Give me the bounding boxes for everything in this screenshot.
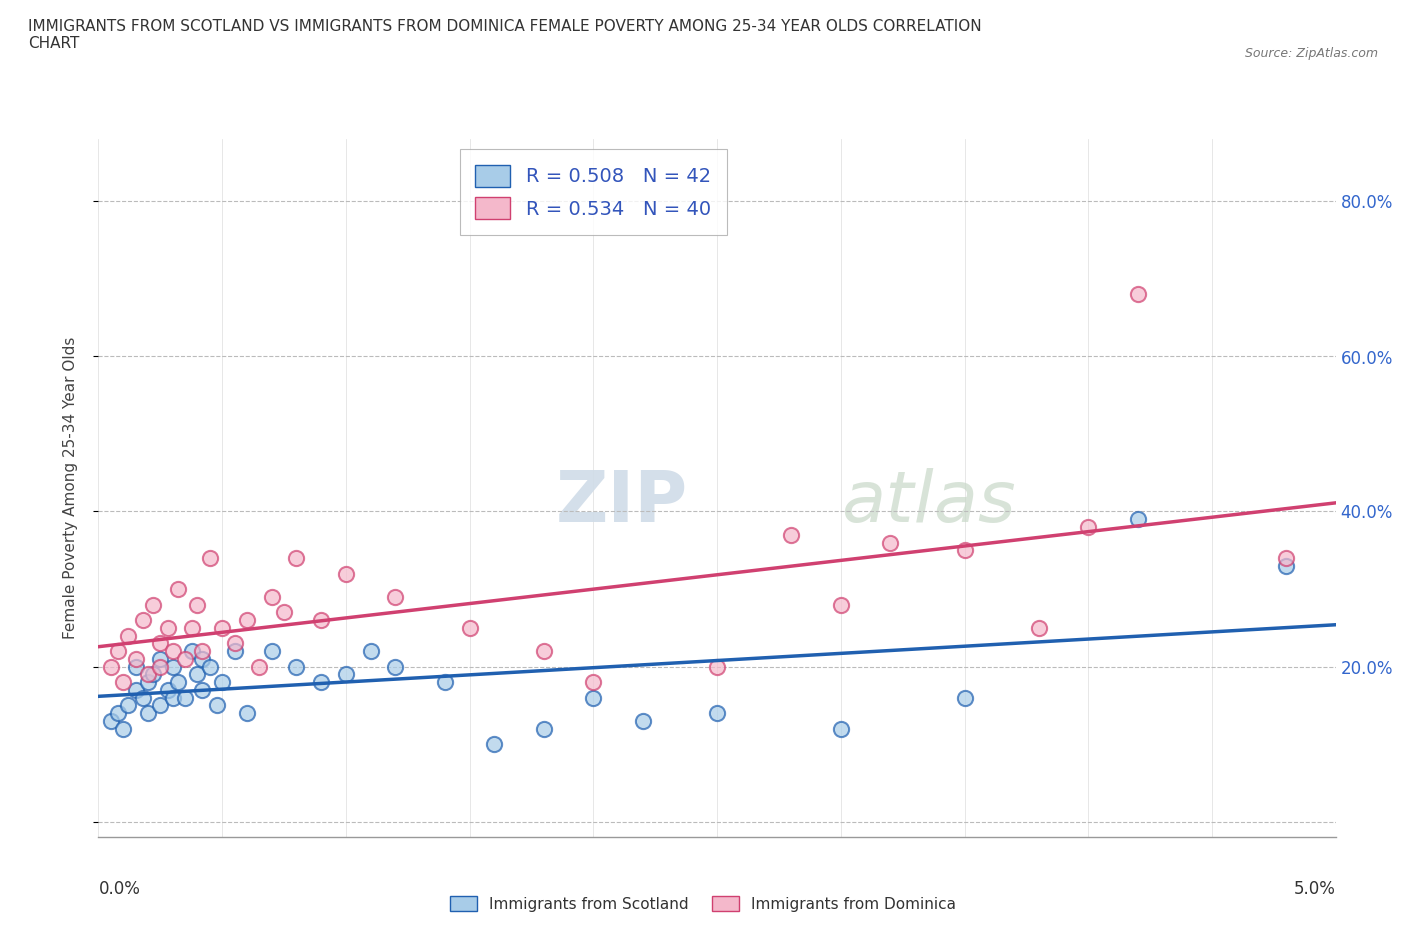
Point — [309, 674, 332, 689]
Point — [112, 721, 135, 736]
Point — [211, 674, 233, 689]
Point — [533, 644, 555, 658]
Point — [879, 535, 901, 550]
Point — [236, 706, 259, 721]
Point — [830, 597, 852, 612]
Point — [1126, 512, 1149, 526]
Point — [285, 659, 308, 674]
Point — [631, 713, 654, 728]
Point — [117, 628, 139, 643]
Point — [1275, 551, 1298, 565]
Point — [198, 659, 221, 674]
Text: 0.0%: 0.0% — [98, 880, 141, 897]
Point — [191, 651, 214, 666]
Point — [433, 674, 456, 689]
Text: Source: ZipAtlas.com: Source: ZipAtlas.com — [1244, 46, 1378, 60]
Point — [211, 620, 233, 635]
Point — [174, 651, 197, 666]
Text: atlas: atlas — [841, 468, 1015, 537]
Y-axis label: Female Poverty Among 25-34 Year Olds: Female Poverty Among 25-34 Year Olds — [63, 337, 77, 640]
Point — [162, 644, 184, 658]
Point — [224, 644, 246, 658]
Point — [953, 690, 976, 705]
Point — [100, 659, 122, 674]
Point — [166, 674, 188, 689]
Legend: R = 0.508   N = 42, R = 0.534   N = 40: R = 0.508 N = 42, R = 0.534 N = 40 — [460, 149, 727, 235]
Point — [149, 659, 172, 674]
Point — [149, 698, 172, 712]
Point — [142, 597, 165, 612]
Legend: Immigrants from Scotland, Immigrants from Dominica: Immigrants from Scotland, Immigrants fro… — [443, 889, 963, 918]
Point — [1028, 620, 1050, 635]
Point — [260, 644, 283, 658]
Point — [285, 551, 308, 565]
Point — [136, 706, 159, 721]
Point — [224, 636, 246, 651]
Point — [582, 690, 605, 705]
Point — [360, 644, 382, 658]
Point — [107, 644, 129, 658]
Point — [458, 620, 481, 635]
Point — [181, 620, 204, 635]
Text: ZIP: ZIP — [557, 468, 689, 537]
Text: 5.0%: 5.0% — [1294, 880, 1336, 897]
Point — [533, 721, 555, 736]
Point — [100, 713, 122, 728]
Point — [1126, 287, 1149, 302]
Point — [174, 690, 197, 705]
Point — [247, 659, 270, 674]
Point — [107, 706, 129, 721]
Point — [1275, 558, 1298, 573]
Point — [1077, 520, 1099, 535]
Text: IMMIGRANTS FROM SCOTLAND VS IMMIGRANTS FROM DOMINICA FEMALE POVERTY AMONG 25-34 : IMMIGRANTS FROM SCOTLAND VS IMMIGRANTS F… — [28, 19, 981, 51]
Point — [830, 721, 852, 736]
Point — [166, 581, 188, 596]
Point — [706, 706, 728, 721]
Point — [124, 659, 146, 674]
Point — [162, 659, 184, 674]
Point — [236, 613, 259, 628]
Point — [132, 613, 155, 628]
Point — [186, 667, 208, 682]
Point — [780, 527, 803, 542]
Point — [309, 613, 332, 628]
Point — [156, 683, 179, 698]
Point — [205, 698, 228, 712]
Point — [156, 620, 179, 635]
Point — [112, 674, 135, 689]
Point — [149, 636, 172, 651]
Point — [181, 644, 204, 658]
Point — [953, 543, 976, 558]
Point — [706, 659, 728, 674]
Point — [162, 690, 184, 705]
Point — [124, 683, 146, 698]
Point — [484, 737, 506, 751]
Point — [384, 659, 406, 674]
Point — [124, 651, 146, 666]
Point — [384, 590, 406, 604]
Point — [132, 690, 155, 705]
Point — [191, 644, 214, 658]
Point — [186, 597, 208, 612]
Point — [142, 667, 165, 682]
Point — [149, 651, 172, 666]
Point — [191, 683, 214, 698]
Point — [136, 674, 159, 689]
Point — [335, 566, 357, 581]
Point — [335, 667, 357, 682]
Point — [260, 590, 283, 604]
Point — [117, 698, 139, 712]
Point — [136, 667, 159, 682]
Point — [273, 604, 295, 619]
Point — [582, 674, 605, 689]
Point — [198, 551, 221, 565]
